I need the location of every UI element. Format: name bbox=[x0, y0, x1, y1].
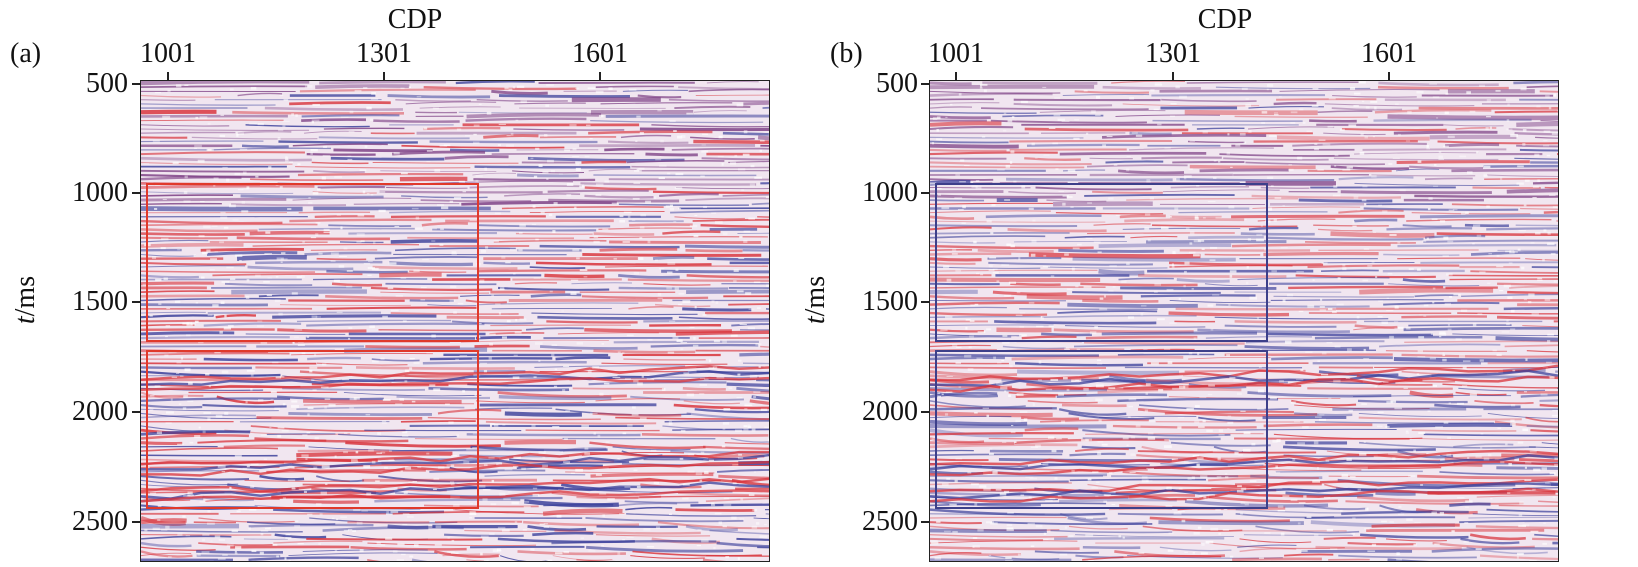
x-tick-mark bbox=[955, 72, 957, 80]
seismic-image bbox=[930, 81, 1558, 561]
y-tick-mark bbox=[921, 83, 929, 85]
panel-label: (b) bbox=[830, 38, 863, 69]
x-tick-label: 1301 bbox=[1145, 38, 1201, 69]
y-tick-label: 2500 bbox=[72, 506, 128, 537]
y-axis-title: t/ms bbox=[10, 275, 41, 325]
x-tick-mark bbox=[383, 72, 385, 80]
y-tick-label: 1500 bbox=[72, 286, 128, 317]
highlight-box-upper bbox=[146, 183, 479, 342]
seismic-section bbox=[929, 80, 1559, 562]
y-tick-mark bbox=[132, 192, 140, 194]
x-axis-title: CDP bbox=[387, 4, 443, 35]
highlight-box-lower bbox=[935, 350, 1268, 509]
x-tick-mark bbox=[1172, 72, 1174, 80]
y-tick-label: 2500 bbox=[862, 506, 918, 537]
x-tick-label: 1001 bbox=[140, 38, 196, 69]
y-tick-mark bbox=[921, 411, 929, 413]
y-tick-mark bbox=[132, 521, 140, 523]
x-axis-title: CDP bbox=[1197, 4, 1253, 35]
seismic-section bbox=[140, 80, 770, 562]
x-tick-label: 1001 bbox=[928, 38, 984, 69]
x-tick-label: 1301 bbox=[356, 38, 412, 69]
y-tick-mark bbox=[132, 411, 140, 413]
y-tick-mark bbox=[921, 301, 929, 303]
x-tick-mark bbox=[167, 72, 169, 80]
x-tick-label: 1601 bbox=[572, 38, 628, 69]
panel-a: (a) CDP 1001 1301 1601 500 1000 1500 200… bbox=[10, 4, 770, 562]
y-tick-label: 1500 bbox=[862, 286, 918, 317]
y-tick-label: 1000 bbox=[72, 177, 128, 208]
y-tick-label: 500 bbox=[86, 68, 128, 99]
x-tick-mark bbox=[599, 72, 601, 80]
y-tick-label: 2000 bbox=[72, 396, 128, 427]
x-tick-mark bbox=[1388, 72, 1390, 80]
y-tick-label: 2000 bbox=[862, 396, 918, 427]
y-tick-mark bbox=[921, 521, 929, 523]
highlight-box-upper bbox=[935, 183, 1268, 342]
y-tick-label: 500 bbox=[876, 68, 918, 99]
y-tick-mark bbox=[921, 192, 929, 194]
x-tick-label: 1601 bbox=[1361, 38, 1417, 69]
y-tick-label: 1000 bbox=[862, 177, 918, 208]
y-tick-mark bbox=[132, 301, 140, 303]
y-tick-mark bbox=[132, 83, 140, 85]
y-axis-title: t/ms bbox=[800, 275, 831, 325]
highlight-box-lower bbox=[146, 350, 479, 509]
seismic-image bbox=[141, 81, 769, 561]
panel-b: (b) CDP 1001 1301 1601 500 1000 1500 200… bbox=[800, 0, 1638, 567]
panel-label: (a) bbox=[10, 38, 42, 69]
